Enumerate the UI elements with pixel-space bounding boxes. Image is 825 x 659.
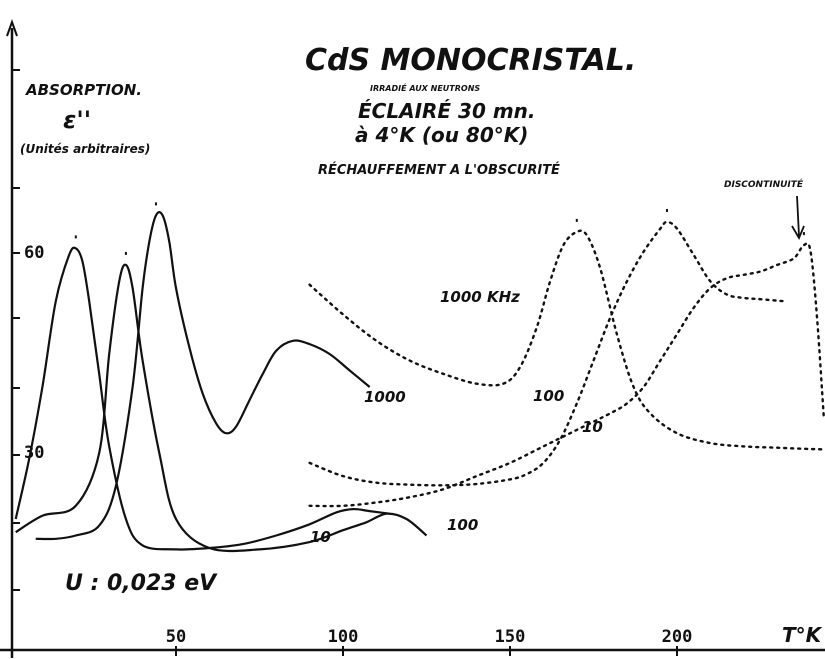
series-label-solid-10: 10 xyxy=(310,528,331,546)
subtitle-illumination: ÉCLAIRÉ 30 mn. xyxy=(358,99,536,123)
series-line-dotted-10 xyxy=(308,242,825,508)
y-axis-ticks xyxy=(12,69,20,591)
discontinuity-arrow xyxy=(791,195,805,241)
series-label-solid-1000: 1000 xyxy=(364,388,406,406)
x-tick-label-200: 200 xyxy=(662,627,693,647)
series-label-solid-100: 100 xyxy=(447,516,478,534)
discontinuity-annotation: DISCONTINUITÉ xyxy=(724,178,804,190)
subtitle-warming: RÉCHAUFFEMENT A L'OBSCURITÉ xyxy=(318,162,560,178)
y-axis-units: (Unités arbitraires) xyxy=(20,142,150,156)
series-label-dotted-1000khz: 1000 KHz xyxy=(440,288,520,306)
x-tick-label-150: 150 xyxy=(495,627,526,647)
series-layer xyxy=(14,202,825,553)
x-tick-label-100: 100 xyxy=(328,627,359,647)
x-tick-label-50: 50 xyxy=(166,627,186,647)
y-axis-symbol: ε'' xyxy=(63,106,91,134)
subtitle-temperature: à 4°K (ou 80°K) xyxy=(355,123,528,147)
series-line-solid-1000 xyxy=(35,211,371,541)
series-line-dotted-1000-khz xyxy=(308,229,825,451)
activation-energy-annotation: U : 0,023 eV xyxy=(65,571,218,596)
series-line-solid-10 xyxy=(14,246,390,551)
subtitle-irradiation: IRRADIÉ AUX NEUTRONS xyxy=(370,82,480,93)
y-axis-arrow xyxy=(6,19,18,37)
series-line-dotted-100 xyxy=(308,220,786,487)
chart-title: CdS MONOCRISTAL. xyxy=(305,43,636,78)
y-tick-label-60: 60 xyxy=(24,243,44,263)
y-axis-label: ABSORPTION. xyxy=(25,81,142,99)
x-axis-ticks xyxy=(175,646,678,656)
x-axis-label: T°K xyxy=(782,623,823,647)
series-label-dotted-10: 10 xyxy=(582,418,603,436)
series-label-dotted-100: 100 xyxy=(533,387,564,405)
series-line-solid-100 xyxy=(15,263,428,553)
y-tick-label-30: 30 xyxy=(24,443,44,463)
axes xyxy=(0,19,825,658)
